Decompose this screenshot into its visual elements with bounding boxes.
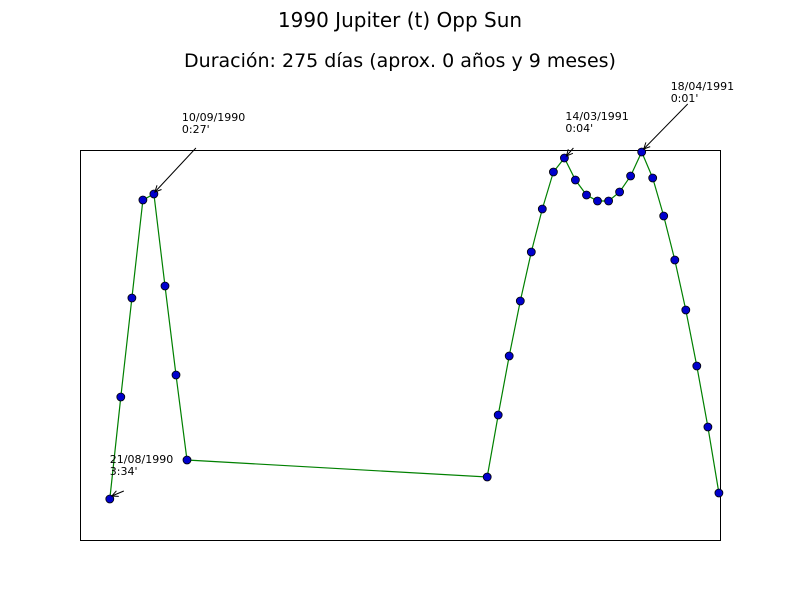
annotation-arrow bbox=[643, 103, 689, 150]
data-point bbox=[537, 204, 547, 214]
data-point bbox=[692, 361, 702, 371]
data-point bbox=[526, 247, 536, 257]
series-line-group bbox=[109, 150, 720, 500]
annotation-value: 0:04' bbox=[565, 122, 593, 135]
annotation-value: 0:01' bbox=[671, 92, 699, 105]
annotation-arrowhead bbox=[642, 142, 651, 150]
data-point bbox=[648, 173, 658, 183]
annotation-arrowhead bbox=[154, 185, 162, 193]
data-point bbox=[171, 370, 181, 380]
data-point bbox=[160, 281, 170, 291]
chart-title: 1990 Jupiter (t) Opp Sun bbox=[277, 8, 523, 32]
annotation-value: 3:34' bbox=[110, 465, 138, 478]
data-point bbox=[571, 175, 580, 185]
data-point bbox=[593, 196, 602, 206]
annotation-value: 0:27' bbox=[182, 123, 210, 136]
data-point bbox=[105, 494, 115, 504]
series-line bbox=[109, 150, 720, 500]
data-point bbox=[582, 190, 591, 200]
data-point bbox=[637, 147, 647, 157]
data-point bbox=[138, 195, 148, 205]
data-point bbox=[482, 472, 492, 482]
data-point bbox=[182, 455, 192, 465]
annotation-date: 21/08/1990 bbox=[110, 453, 173, 466]
data-point bbox=[681, 305, 691, 315]
data-point bbox=[626, 171, 635, 181]
data-point bbox=[127, 293, 137, 303]
annotation-date: 14/03/1991 bbox=[565, 110, 628, 123]
annotation-date: 18/04/1991 bbox=[671, 80, 734, 93]
annotation-date: 10/09/1990 bbox=[182, 111, 245, 124]
data-point bbox=[549, 167, 558, 177]
data-point bbox=[703, 422, 713, 432]
chart-subtitle: Duración: 275 días (aprox. 0 años y 9 me… bbox=[184, 50, 616, 72]
data-point bbox=[515, 296, 525, 306]
annotation-arrow bbox=[111, 490, 124, 497]
annotation-arrow bbox=[566, 147, 574, 157]
annotation-arrow bbox=[154, 147, 197, 193]
data-point bbox=[659, 211, 669, 221]
data-point bbox=[615, 187, 624, 197]
annotation-arrowhead bbox=[110, 490, 119, 497]
data-point bbox=[670, 255, 680, 265]
data-point bbox=[604, 196, 613, 206]
annotation-arrowhead bbox=[565, 149, 574, 157]
data-point bbox=[714, 488, 724, 498]
data-point bbox=[493, 410, 503, 420]
data-point bbox=[504, 351, 514, 361]
data-point-group bbox=[105, 147, 724, 504]
data-point bbox=[116, 392, 126, 402]
plot-area-frame bbox=[80, 150, 721, 541]
